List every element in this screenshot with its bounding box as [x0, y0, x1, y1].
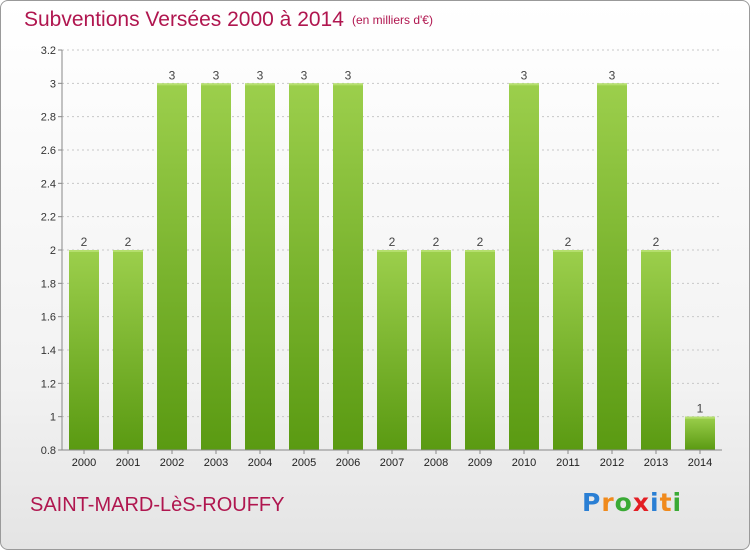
- y-tick-label: 1.2: [41, 378, 56, 390]
- x-tick-label: 2002: [160, 457, 184, 469]
- data-label: 2: [433, 235, 440, 249]
- data-label: 2: [389, 235, 396, 249]
- data-label: 2: [477, 235, 484, 249]
- x-tick-label: 2011: [556, 457, 580, 469]
- y-tick-label: 1.8: [41, 278, 56, 290]
- y-tick-label: 1.4: [41, 345, 56, 357]
- data-label: 3: [345, 68, 352, 82]
- bar-highlight: [685, 416, 715, 419]
- x-tick-label: 2008: [424, 457, 448, 469]
- bar: [509, 83, 539, 450]
- bar-highlight: [377, 250, 407, 252]
- y-tick-label: 2.6: [41, 145, 56, 157]
- data-label: 2: [125, 235, 132, 249]
- logo-letter: i: [650, 488, 660, 517]
- x-tick-label: 2003: [204, 457, 228, 469]
- bar-highlight: [553, 250, 583, 252]
- logo-letter: i: [672, 488, 683, 517]
- x-tick-label: 2006: [336, 457, 360, 469]
- x-tick-label: 2009: [468, 457, 492, 469]
- data-label: 3: [257, 68, 264, 82]
- bar-highlight: [113, 250, 143, 252]
- data-label: 3: [213, 68, 220, 82]
- logo-letter: t: [659, 488, 673, 517]
- bar: [685, 416, 715, 450]
- x-tick-label: 2001: [116, 457, 140, 469]
- x-tick-label: 2010: [512, 457, 536, 469]
- bar: [421, 250, 451, 450]
- data-label: 3: [521, 68, 528, 82]
- bar: [465, 250, 495, 450]
- axes: [58, 49, 722, 454]
- bar-highlight: [157, 83, 187, 86]
- labels: 0.8 1 1.2 1.4 1.6 1.8 2 2.2 2.4 2.6 2.8 3 3.2 2 2000 2 2…: [41, 45, 713, 469]
- bar-highlight: [421, 250, 451, 252]
- bar: [333, 83, 363, 450]
- bar: [289, 83, 319, 450]
- bar: [641, 250, 671, 450]
- bar: [597, 83, 627, 450]
- logo-letter: o: [614, 488, 633, 517]
- y-tick-label: 0.8: [41, 445, 56, 457]
- bar-highlight: [509, 83, 539, 86]
- bar-highlight: [465, 250, 495, 252]
- bar-highlight: [69, 250, 99, 252]
- proxiti-logo: Proxiti: [582, 488, 682, 517]
- logo-letter: x: [632, 488, 650, 517]
- data-label: 1: [697, 402, 704, 416]
- bar-highlight: [641, 250, 671, 252]
- y-tick-label: 2.8: [41, 112, 56, 124]
- y-tick-label: 1.6: [41, 312, 56, 324]
- y-tick-label: 1: [50, 412, 56, 424]
- data-label: 3: [169, 68, 176, 82]
- bar: [377, 250, 407, 450]
- bar-highlight: [289, 83, 319, 86]
- commune-name: SAINT-MARD-LèS-ROUFFY: [30, 494, 285, 516]
- bar: [69, 250, 99, 450]
- data-label: 2: [653, 235, 660, 249]
- bars: [69, 83, 715, 450]
- bar-highlight: [201, 83, 231, 86]
- bar: [201, 83, 231, 450]
- data-label: 2: [81, 235, 88, 249]
- unit-label: (en milliers d'€): [352, 13, 433, 27]
- x-tick-label: 2007: [380, 457, 404, 469]
- logo-letter: r: [601, 488, 615, 517]
- data-label: 2: [565, 235, 572, 249]
- logo-letter: P: [582, 488, 602, 517]
- bar: [157, 83, 187, 450]
- x-tick-label: 2014: [688, 457, 712, 469]
- x-tick-label: 2013: [644, 457, 668, 469]
- bar-highlight: [333, 83, 363, 86]
- x-tick-label: 2005: [292, 457, 316, 469]
- bar: [553, 250, 583, 450]
- data-label: 3: [609, 68, 616, 82]
- x-tick-label: 2012: [600, 457, 624, 469]
- y-tick-label: 2.2: [41, 212, 56, 224]
- bar: [113, 250, 143, 450]
- x-tick-label: 2000: [72, 457, 96, 469]
- bar-highlight: [245, 83, 275, 86]
- y-tick-label: 3.2: [41, 45, 56, 57]
- bar-highlight: [597, 83, 627, 86]
- y-tick-label: 2: [50, 245, 56, 257]
- y-tick-label: 3: [50, 78, 56, 90]
- chart-title: Subventions Versées 2000 à 2014: [24, 8, 344, 31]
- y-tick-label: 2.4: [41, 178, 56, 190]
- bar: [245, 83, 275, 450]
- x-tick-label: 2004: [248, 457, 272, 469]
- data-label: 3: [301, 68, 308, 82]
